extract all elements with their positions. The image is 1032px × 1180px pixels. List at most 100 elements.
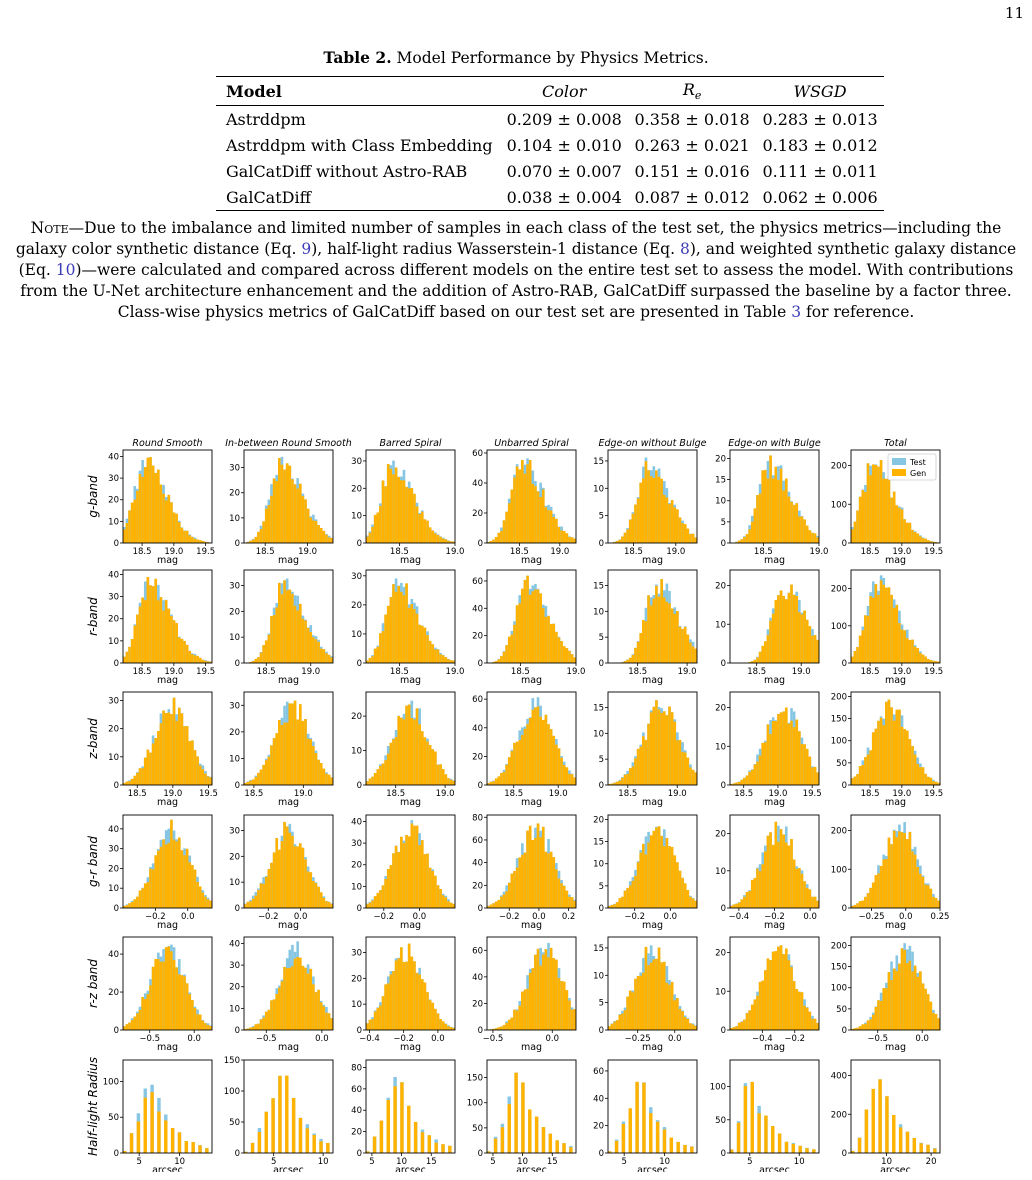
gen-bar xyxy=(209,1026,212,1030)
gen-bar xyxy=(128,781,131,785)
histogram-panel xyxy=(120,569,213,666)
gen-bar xyxy=(325,534,328,543)
gen-bar xyxy=(924,988,927,1030)
gen-bar xyxy=(172,839,176,908)
gen-bar xyxy=(394,845,398,908)
gen-bar xyxy=(183,726,186,785)
note-label: Note xyxy=(30,219,69,237)
gen-bar xyxy=(636,748,640,785)
gen-bar xyxy=(283,966,286,1030)
gen-bar xyxy=(657,596,661,663)
y-tick-label: 50 xyxy=(836,1005,847,1015)
gen-bar xyxy=(670,981,674,1030)
gen-bar xyxy=(528,973,532,1030)
x-tick-label: 0.0 xyxy=(532,912,546,922)
table-reference-link[interactable]: 3 xyxy=(791,303,802,321)
gen-bar xyxy=(694,772,697,785)
x-tick-label: 19.0 xyxy=(892,547,911,557)
gen-bar xyxy=(877,1000,880,1030)
y-tick-label: 30 xyxy=(108,474,119,484)
gen-bar xyxy=(877,873,880,908)
histogram-panel xyxy=(605,1059,698,1156)
x-axis-label: mag xyxy=(885,797,906,808)
gen-bar xyxy=(869,1019,872,1030)
gen-bar xyxy=(673,721,677,785)
gen-bar xyxy=(397,477,401,543)
gen-bar xyxy=(649,605,653,663)
gen-bar xyxy=(259,529,263,543)
gen-bar xyxy=(892,1114,896,1153)
gen-bar xyxy=(138,890,142,908)
y-tick-label: 200 xyxy=(831,585,847,595)
y-tick-label: 40 xyxy=(108,825,119,835)
gen-bar xyxy=(657,709,661,785)
gen-bar xyxy=(791,1143,796,1153)
gen-bar xyxy=(515,867,519,908)
y-tick-label: 10 xyxy=(229,1004,240,1014)
gen-bar xyxy=(570,1009,574,1030)
equation-reference-link[interactable]: 8 xyxy=(679,240,690,258)
gen-bar xyxy=(670,500,674,543)
gen-bar xyxy=(452,541,455,543)
gen-bar xyxy=(293,605,297,663)
gen-bar xyxy=(911,851,914,908)
gen-bar xyxy=(887,475,891,543)
gen-bar xyxy=(743,1086,748,1153)
gen-bar xyxy=(452,1027,455,1030)
x-axis-label: mag xyxy=(642,555,663,566)
gen-bar xyxy=(929,660,933,663)
equation-reference-link[interactable]: 9 xyxy=(301,240,312,258)
row-label: r-z band xyxy=(86,959,100,1008)
gen-bar xyxy=(813,635,817,663)
gen-bar xyxy=(366,904,369,908)
gen-bar xyxy=(305,1128,310,1153)
column-title: Barred Spiral xyxy=(379,438,441,449)
y-tick-label: 0 xyxy=(114,1149,119,1159)
gen-bar xyxy=(275,733,279,785)
gen-bar xyxy=(642,478,645,543)
gen-bar xyxy=(787,723,791,785)
gen-bar xyxy=(911,529,914,543)
gen-bar xyxy=(143,467,147,543)
y-tick-label: 150 xyxy=(224,1056,240,1066)
gen-bar xyxy=(569,1147,573,1153)
gen-bar xyxy=(244,904,247,908)
gen-bar xyxy=(259,1019,263,1030)
gen-bar xyxy=(573,538,576,543)
axes-frame xyxy=(365,936,456,1031)
gen-bar xyxy=(771,613,775,663)
gen-bar xyxy=(413,825,416,908)
gen-bar xyxy=(312,880,315,908)
gen-bar xyxy=(691,898,695,908)
gen-bar xyxy=(557,637,561,663)
gen-bar xyxy=(423,627,427,663)
gen-bar xyxy=(745,775,749,785)
gen-bar xyxy=(291,1097,296,1153)
gen-bar xyxy=(764,742,767,785)
equation-reference-link[interactable]: 10 xyxy=(55,261,76,279)
gen-bar xyxy=(555,869,558,908)
gen-bar xyxy=(748,771,751,785)
gen-bar xyxy=(209,900,212,908)
x-tick-label: 19.0 xyxy=(666,547,685,557)
histogram-panel xyxy=(605,936,698,1033)
gen-bar xyxy=(795,503,799,543)
x-tick-label: 19.0 xyxy=(792,667,811,677)
gen-bar xyxy=(670,846,674,908)
gen-bar xyxy=(528,825,532,908)
column-title: In-between Round Smooth xyxy=(225,438,352,449)
gen-bar xyxy=(298,957,302,1030)
gen-bar xyxy=(621,896,624,908)
y-tick-label: 20 xyxy=(351,712,362,722)
gen-bar xyxy=(449,541,453,543)
gen-bar xyxy=(753,764,757,785)
gen-bar xyxy=(201,892,205,908)
axes-frame xyxy=(850,1059,941,1154)
gen-bar xyxy=(123,906,126,908)
gen-bar xyxy=(937,1018,940,1030)
y-tick-label: 15 xyxy=(593,457,604,467)
gen-bar xyxy=(521,1082,525,1153)
gen-bar xyxy=(415,972,419,1030)
gen-bar xyxy=(885,701,888,785)
x-tick-label: 5 xyxy=(271,1157,276,1167)
